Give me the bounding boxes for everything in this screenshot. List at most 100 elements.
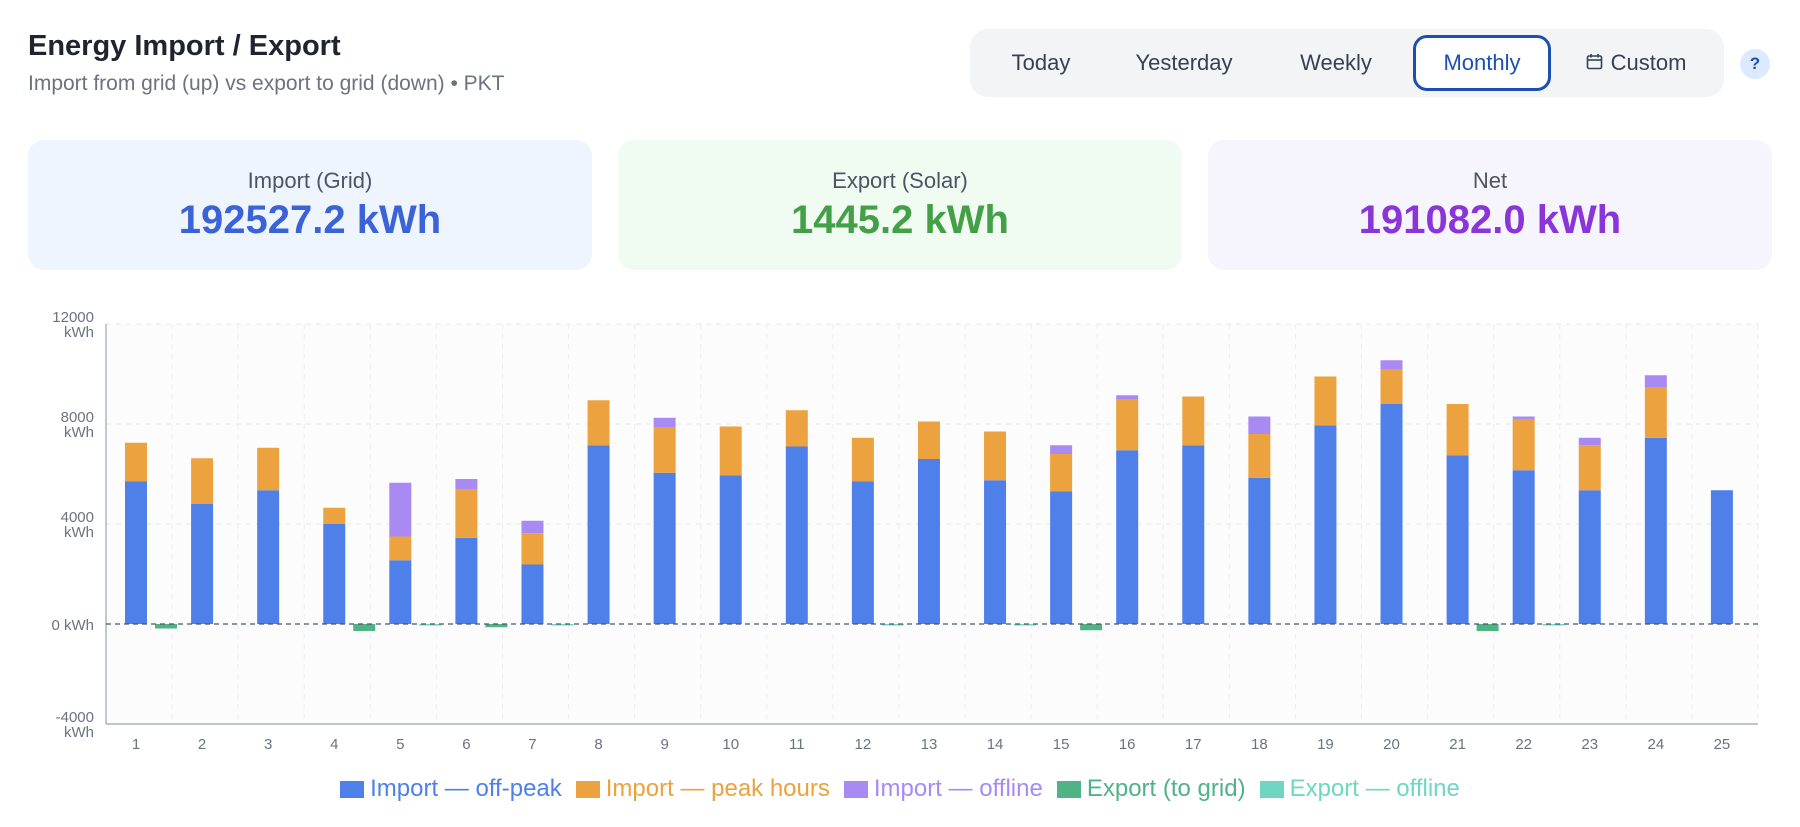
x-tick-label: 1 [132, 736, 140, 753]
help-button[interactable]: ? [1740, 49, 1770, 79]
bar-segment [1446, 404, 1469, 456]
bar-segment [521, 520, 544, 534]
export-bar-segment [551, 624, 574, 626]
x-tick-label: 14 [987, 736, 1004, 753]
legend-swatch [843, 780, 868, 798]
x-tick-label: 15 [1053, 736, 1070, 753]
tab-label: Yesterday [1135, 50, 1233, 75]
tab-label: Weekly [1300, 50, 1372, 75]
bar-segment [1578, 445, 1601, 491]
calendar-icon [1586, 50, 1603, 76]
help-icon: ? [1749, 54, 1761, 73]
legend-item-import-offline[interactable]: Import — offline [843, 775, 1043, 803]
bar-segment [1116, 399, 1139, 451]
x-tick-label: 23 [1581, 736, 1598, 753]
bar-segment [389, 482, 412, 537]
tab-yesterday[interactable]: Yesterday [1104, 35, 1264, 91]
bar-segment [1248, 477, 1271, 624]
y-tick-unit: kWh [64, 524, 94, 541]
bar-segment [587, 400, 610, 446]
export-bar-segment [1542, 624, 1565, 626]
import-card: Import (Grid) 192527.2 kWh [28, 140, 592, 270]
export-bar-segment [485, 624, 508, 628]
bar-segment [785, 410, 808, 447]
tab-weekly[interactable]: Weekly [1266, 35, 1406, 91]
legend-label: Export — offline [1289, 775, 1460, 802]
legend-swatch [1056, 780, 1081, 798]
bar-segment [455, 479, 478, 489]
export-bar-segment [881, 624, 904, 626]
export-bar-segment [155, 624, 177, 629]
legend-swatch [1259, 780, 1284, 798]
export-bar-segment [1476, 624, 1499, 631]
bar-segment [455, 537, 478, 624]
net-card-label: Net [1472, 168, 1508, 193]
bar-segment [1182, 445, 1205, 624]
y-tick-label: 4000 [61, 509, 94, 526]
x-tick-label: 9 [660, 736, 668, 753]
bar-segment [257, 447, 280, 491]
x-tick-label: 4 [330, 736, 338, 753]
bar-segment [1182, 396, 1205, 446]
x-tick-label: 5 [396, 736, 404, 753]
y-tick-label: 0 kWh [51, 617, 94, 634]
legend-swatch [575, 780, 600, 798]
net-card: Net 191082.0 kWh [1208, 140, 1772, 270]
x-tick-label: 19 [1317, 736, 1334, 753]
tab-custom[interactable]: Custom [1558, 35, 1714, 91]
bar-segment [1512, 416, 1535, 419]
bar-segment [389, 536, 412, 561]
x-tick-label: 12 [855, 736, 872, 753]
bar-segment [917, 421, 940, 459]
bar-segment [455, 489, 478, 538]
import-card-value: 192527.2 kWh [178, 198, 442, 242]
export-bar-segment [353, 624, 376, 631]
legend-item-export-offline[interactable]: Export — offline [1259, 775, 1460, 803]
x-tick-label: 10 [722, 736, 739, 753]
bar-segment [521, 564, 544, 624]
bar-segment [719, 475, 742, 624]
bar-segment [1050, 491, 1073, 624]
legend-item-import-peak[interactable]: Import — peak hours [575, 775, 830, 803]
bar-segment [1512, 470, 1535, 624]
y-tick-unit: kWh [64, 724, 94, 741]
import-card-label: Import (Grid) [247, 168, 373, 193]
bar-segment [653, 417, 676, 428]
x-tick-label: 2 [198, 736, 206, 753]
bar-segment [984, 480, 1007, 624]
bar-segment [851, 481, 874, 624]
chart-legend: Import — off-peak Import — peak hours Im… [0, 775, 1800, 803]
export-bar-segment [1014, 624, 1037, 626]
x-tick-label: 20 [1383, 736, 1400, 753]
tab-label: Custom [1610, 50, 1687, 75]
export-card: Export (Solar) 1445.2 kWh [618, 140, 1182, 270]
y-tick-label: -4000 [56, 709, 94, 726]
bar-segment [1050, 445, 1073, 454]
bar-segment [389, 560, 412, 624]
legend-label: Import — off-peak [370, 775, 562, 802]
bar-segment [1446, 455, 1469, 624]
page-title: Energy Import / Export [28, 30, 341, 62]
y-tick-label: 12000 [52, 309, 94, 326]
bar-segment [1512, 419, 1535, 471]
bar-segment [125, 481, 147, 624]
export-bar-segment [419, 624, 442, 626]
x-tick-label: 7 [528, 736, 536, 753]
bar-segment [1116, 450, 1139, 624]
bar-segment [785, 446, 808, 624]
page-subtitle: Import from grid (up) vs export to grid … [28, 72, 505, 95]
legend-item-import-offpeak[interactable]: Import — off-peak [340, 775, 562, 803]
export-bar-segment [1080, 624, 1103, 631]
tab-monthly[interactable]: Monthly [1413, 35, 1551, 91]
tab-label: Today [1011, 50, 1071, 75]
legend-label: Import — offline [873, 775, 1043, 802]
x-tick-label: 16 [1119, 736, 1136, 753]
bar-segment [323, 524, 346, 624]
x-tick-label: 22 [1515, 736, 1532, 753]
legend-swatch [340, 780, 365, 798]
bar-segment [587, 445, 610, 624]
legend-item-export-grid[interactable]: Export (to grid) [1056, 775, 1246, 803]
bar-segment [851, 437, 874, 482]
tab-today[interactable]: Today [980, 35, 1102, 91]
